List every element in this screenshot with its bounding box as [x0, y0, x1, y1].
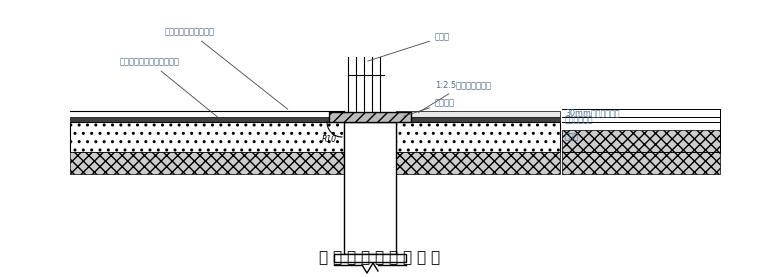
Text: 复合防水混砂浆保护层: 复合防水混砂浆保护层 — [165, 27, 288, 109]
Bar — [70, 122, 344, 152]
Bar — [396, 122, 560, 152]
Bar — [562, 130, 720, 152]
Text: 30mm细石砼保护层: 30mm细石砼保护层 — [565, 109, 619, 117]
Text: R10: R10 — [322, 135, 337, 144]
Text: 1:2.5水泥砂浆保护层: 1:2.5水泥砂浆保护层 — [418, 81, 491, 112]
Bar — [329, 112, 411, 122]
Bar — [396, 152, 560, 174]
Text: 水泥基渗透结晶型防水涂料: 水泥基渗透结晶型防水涂料 — [120, 58, 218, 117]
Text: 桩 顶 防 水 做 法 示 意 图: 桩 顶 防 水 做 法 示 意 图 — [319, 250, 441, 265]
Text: 桩钢筋: 桩钢筋 — [368, 32, 450, 61]
Bar — [344, 122, 396, 254]
Text: 丁基橡胶堂材: 丁基橡胶堂材 — [565, 115, 594, 124]
Bar — [396, 111, 560, 117]
Bar — [562, 152, 720, 174]
Bar — [70, 152, 344, 174]
Text: 垫层层: 垫层层 — [565, 132, 579, 142]
Text: 桩顶帽覆: 桩顶帽覆 — [404, 99, 455, 116]
Bar — [334, 254, 407, 262]
Bar — [396, 117, 560, 122]
Bar — [329, 112, 411, 122]
Bar — [70, 117, 344, 122]
